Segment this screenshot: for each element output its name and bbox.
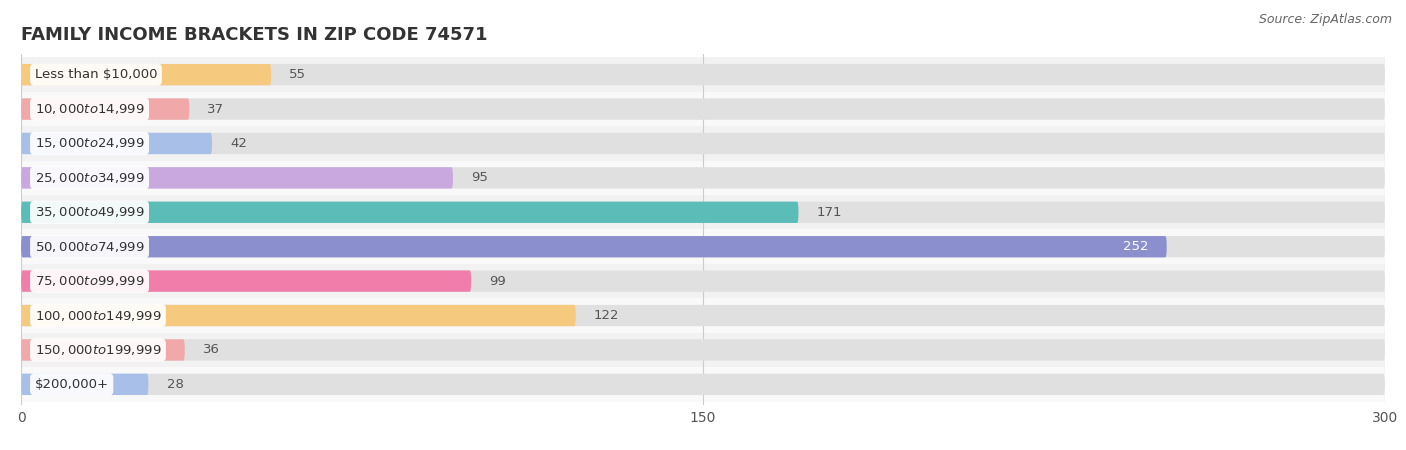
Circle shape [25,135,28,153]
Circle shape [25,272,28,290]
Circle shape [25,341,28,359]
FancyBboxPatch shape [21,64,271,86]
Text: Source: ZipAtlas.com: Source: ZipAtlas.com [1258,14,1392,27]
FancyBboxPatch shape [21,305,1385,326]
Text: 95: 95 [471,171,488,184]
FancyBboxPatch shape [21,236,1385,257]
FancyBboxPatch shape [21,133,1385,154]
FancyBboxPatch shape [21,270,1385,292]
FancyBboxPatch shape [21,270,471,292]
Text: $50,000 to $74,999: $50,000 to $74,999 [35,240,145,254]
Text: $200,000+: $200,000+ [35,378,108,391]
FancyBboxPatch shape [21,236,1167,257]
Text: $100,000 to $149,999: $100,000 to $149,999 [35,309,162,323]
Text: 42: 42 [231,137,247,150]
FancyBboxPatch shape [21,202,1385,223]
Text: $35,000 to $49,999: $35,000 to $49,999 [35,205,145,219]
Bar [21,195,1385,230]
Text: 122: 122 [593,309,620,322]
Bar [21,230,1385,264]
Text: Less than $10,000: Less than $10,000 [35,68,157,81]
FancyBboxPatch shape [21,374,1385,395]
FancyBboxPatch shape [21,202,799,223]
FancyBboxPatch shape [21,305,575,326]
Circle shape [25,100,28,118]
Circle shape [25,203,28,221]
Bar [21,333,1385,367]
FancyBboxPatch shape [21,99,190,120]
Bar [21,264,1385,298]
Bar [21,92,1385,126]
Bar [21,298,1385,333]
Text: 28: 28 [166,378,183,391]
Circle shape [25,66,28,84]
Circle shape [25,375,28,393]
FancyBboxPatch shape [21,64,1385,86]
Circle shape [25,238,28,256]
FancyBboxPatch shape [21,133,212,154]
Text: 99: 99 [489,274,506,288]
FancyBboxPatch shape [21,339,1385,360]
Text: 36: 36 [202,343,219,356]
Text: $25,000 to $34,999: $25,000 to $34,999 [35,171,145,185]
FancyBboxPatch shape [21,167,1385,189]
Text: 55: 55 [290,68,307,81]
Text: $150,000 to $199,999: $150,000 to $199,999 [35,343,162,357]
Text: 37: 37 [208,103,225,116]
Text: $15,000 to $24,999: $15,000 to $24,999 [35,136,145,150]
FancyBboxPatch shape [21,339,184,360]
Text: 252: 252 [1123,240,1149,253]
FancyBboxPatch shape [21,374,149,395]
Bar [21,161,1385,195]
Text: $75,000 to $99,999: $75,000 to $99,999 [35,274,145,288]
Text: 171: 171 [817,206,842,219]
Bar [21,58,1385,92]
Text: FAMILY INCOME BRACKETS IN ZIP CODE 74571: FAMILY INCOME BRACKETS IN ZIP CODE 74571 [21,26,488,44]
Circle shape [25,169,28,187]
Text: $10,000 to $14,999: $10,000 to $14,999 [35,102,145,116]
Bar [21,367,1385,401]
Bar [21,126,1385,161]
Circle shape [25,306,28,324]
FancyBboxPatch shape [21,167,453,189]
FancyBboxPatch shape [21,99,1385,120]
